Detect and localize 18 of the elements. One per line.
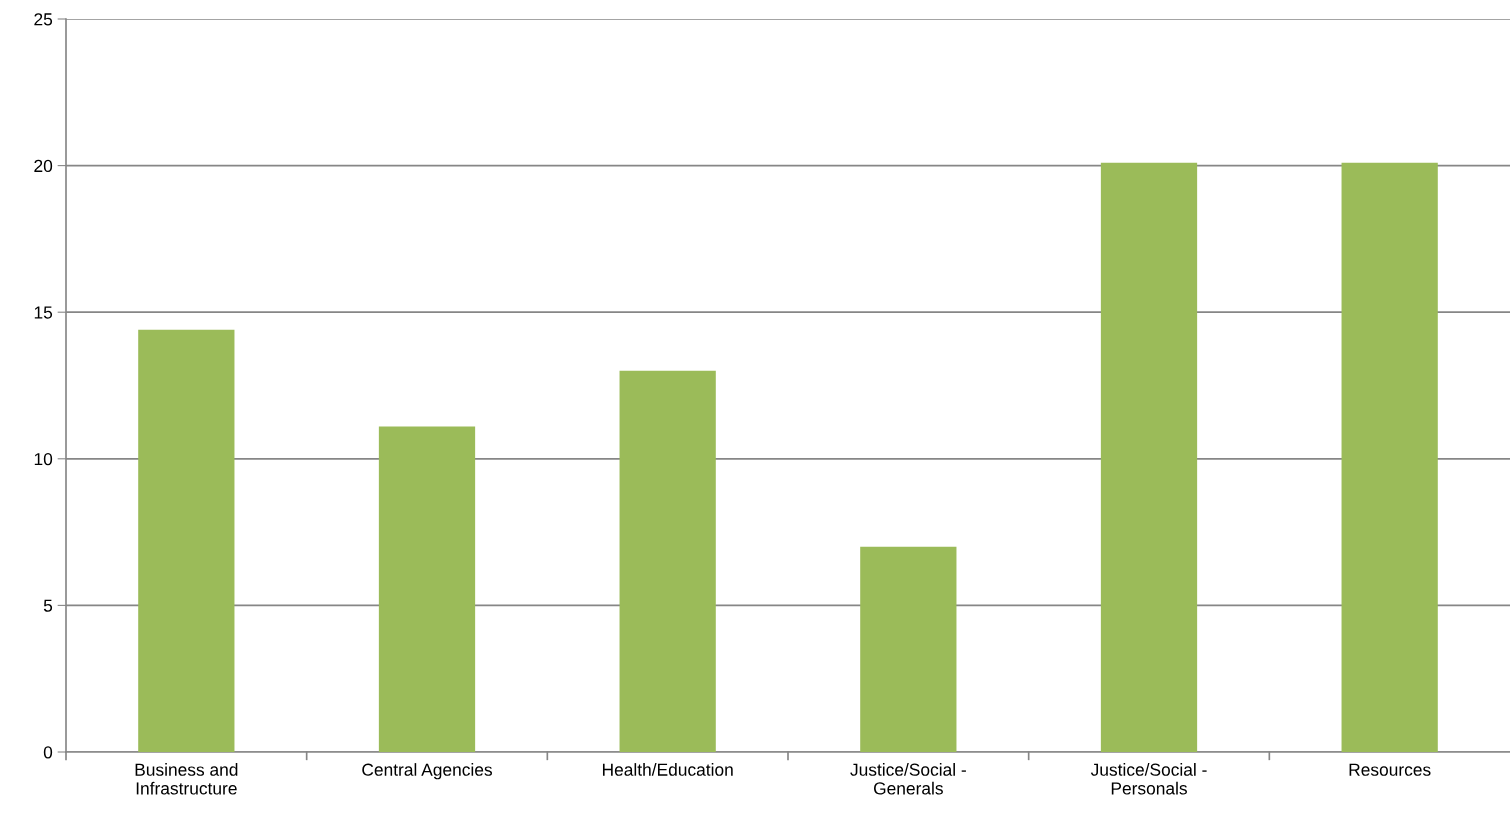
x-tick-label: Justice/Social - Personals — [1090, 763, 1207, 795]
x-tick-label: Business and Infrastructure — [135, 763, 238, 795]
bar — [1341, 162, 1438, 752]
y-tick-label: 0 — [43, 746, 53, 759]
bar — [378, 426, 476, 752]
y-tick-label: 20 — [34, 159, 53, 173]
y-tick-label: 10 — [34, 452, 53, 466]
y-tick-label: 25 — [34, 13, 53, 26]
x-tick-label: Justice/Social - Generals — [850, 763, 966, 795]
y-tick-label: 15 — [34, 306, 53, 319]
y-tick-label: 5 — [43, 599, 53, 612]
bar — [619, 370, 716, 752]
bar — [860, 546, 957, 752]
x-tick-label: Central Agencies — [362, 763, 492, 780]
x-tick-label: Health/Education — [602, 763, 733, 776]
bar — [138, 329, 235, 752]
x-tick-label: Resources — [1349, 763, 1431, 776]
bar — [1100, 162, 1198, 752]
